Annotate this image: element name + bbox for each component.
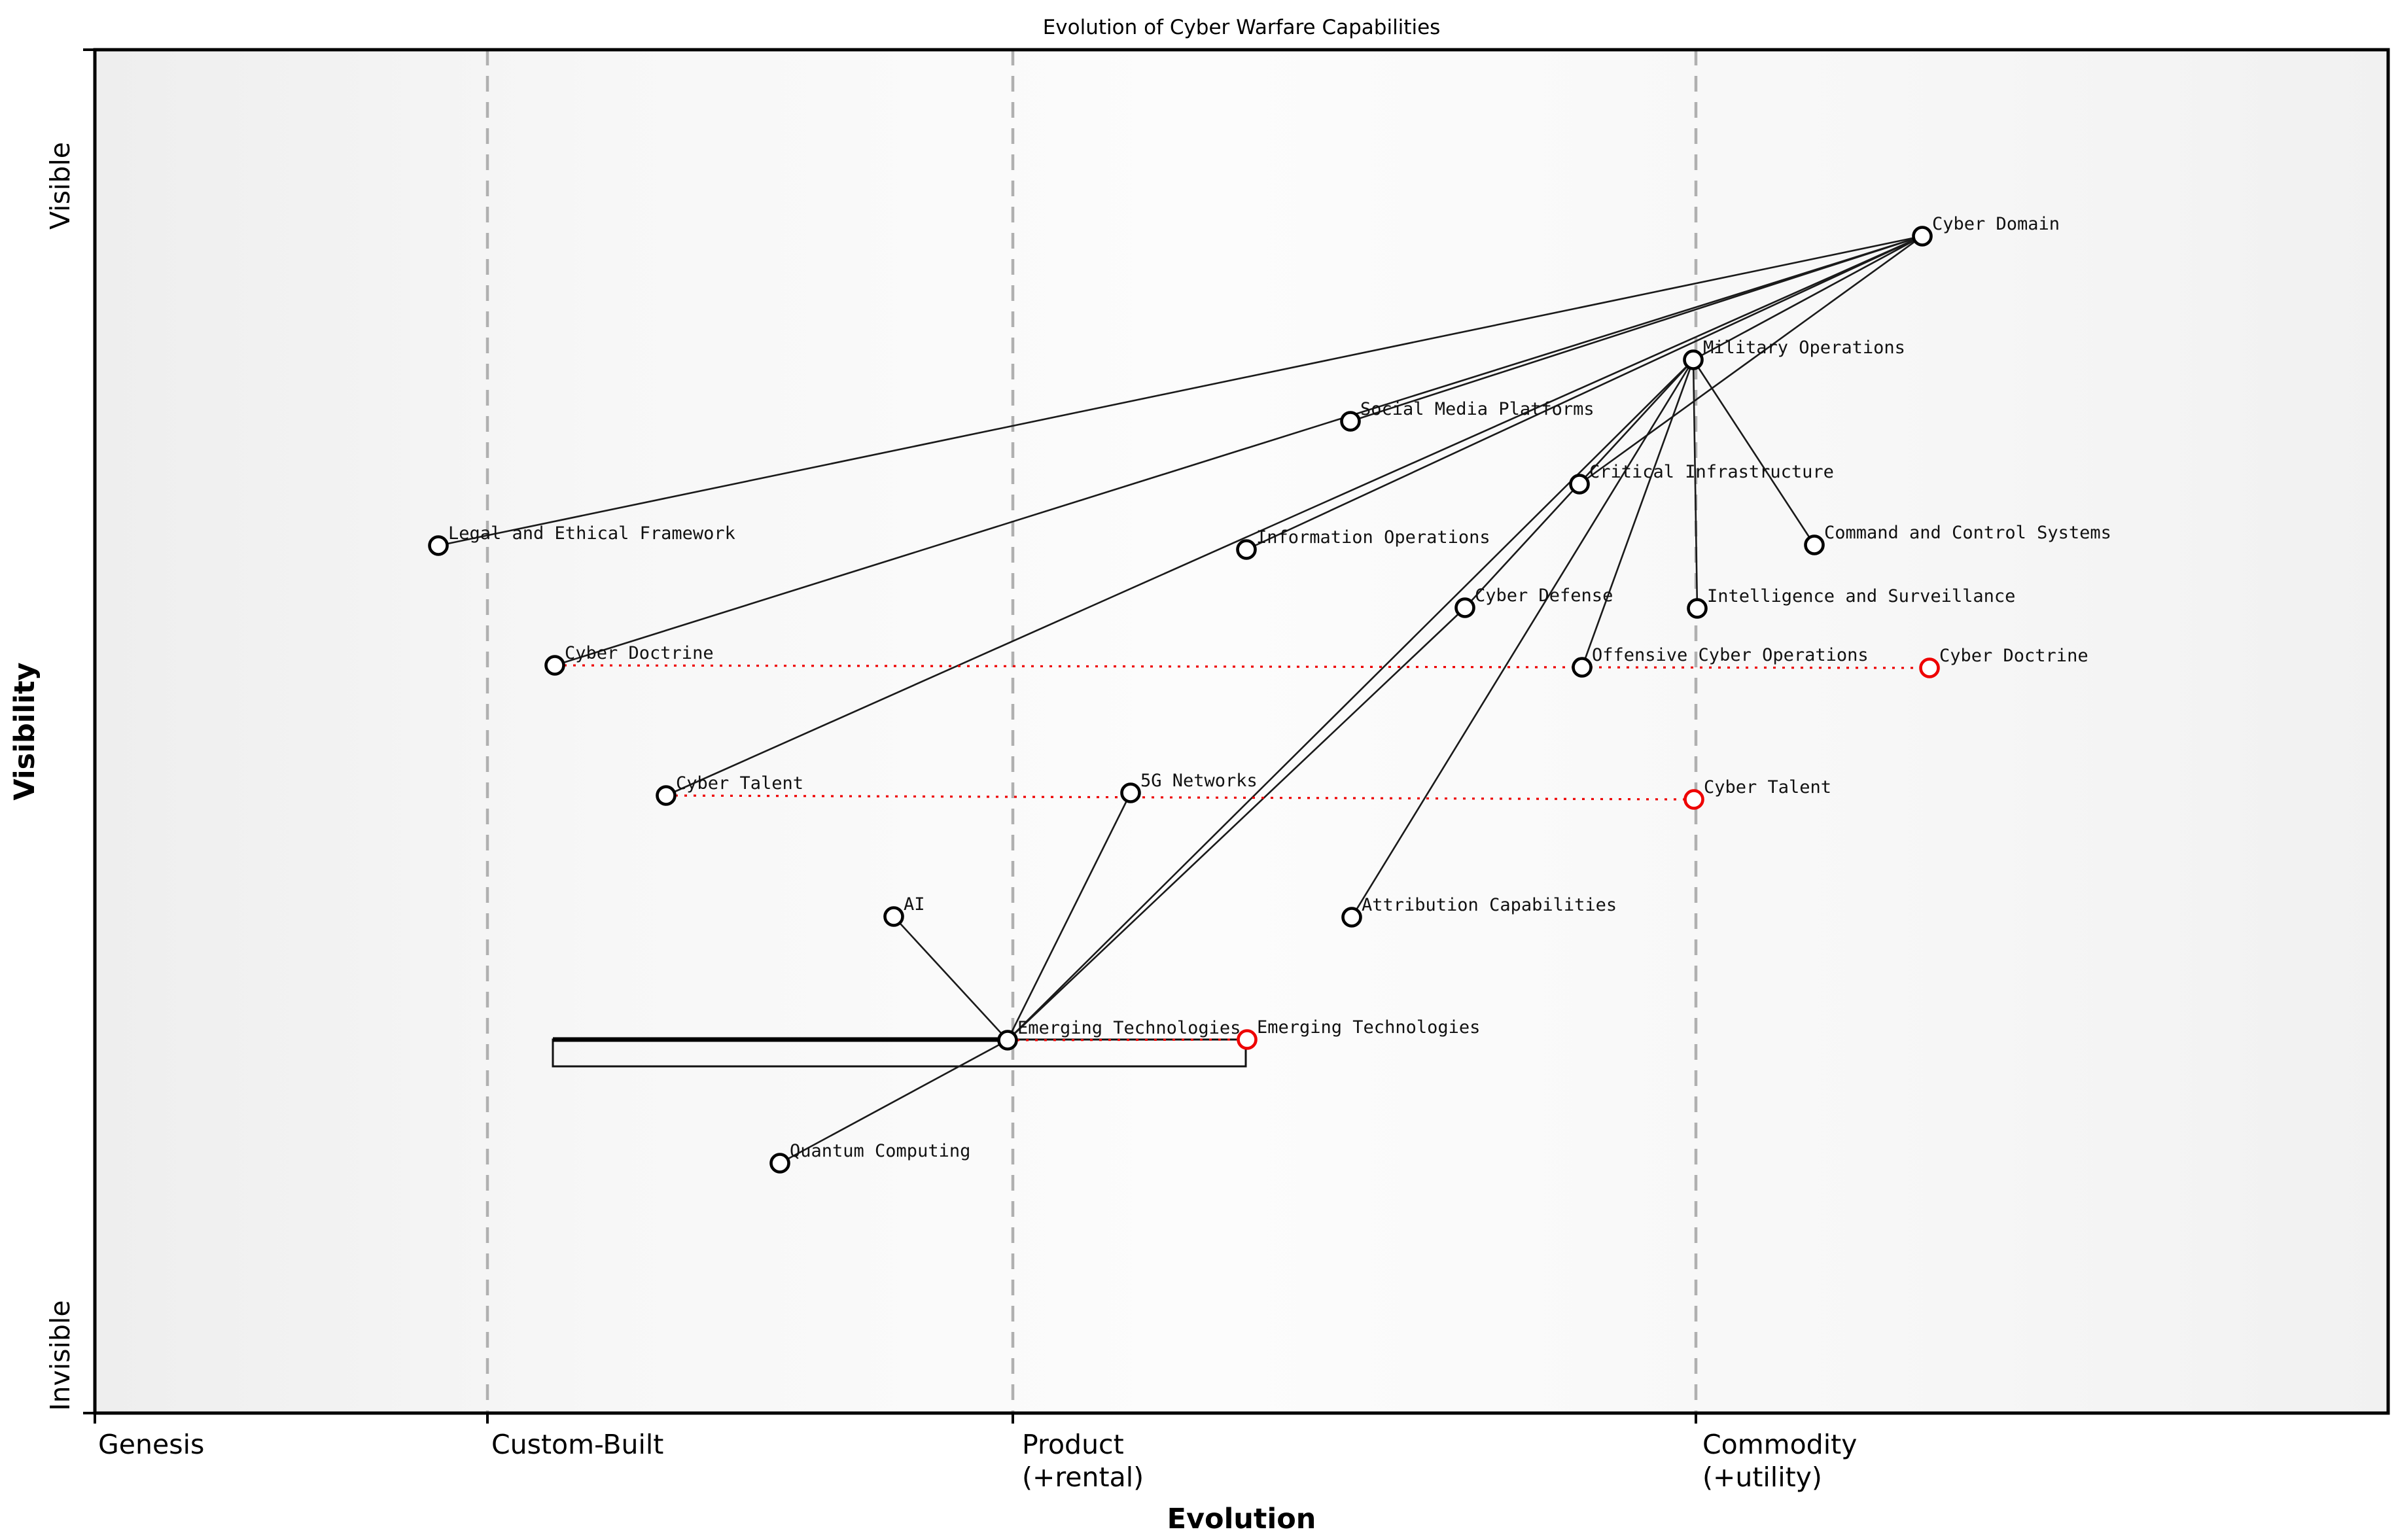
node-critical_infrastructure bbox=[1569, 474, 1590, 495]
node-label-cyber_doctrine: Cyber Doctrine bbox=[565, 643, 714, 663]
edge-cyber_domain--cyber_talent bbox=[665, 235, 1923, 797]
edge-cyber_domain--legal_ethical bbox=[438, 235, 1923, 547]
node-label-military_operations: Military Operations bbox=[1703, 338, 1905, 358]
x-stage-label-3: Product bbox=[1022, 1429, 1124, 1460]
edge-emerging_tech--ai bbox=[893, 916, 1008, 1041]
edge-military_operations--offensive_cyber bbox=[1581, 359, 1695, 668]
edge-cyber_domain--cyber_doctrine bbox=[554, 235, 1923, 667]
node-label-information_operations: Information Operations bbox=[1256, 527, 1490, 548]
edge-military_operations--emerging_tech bbox=[1007, 359, 1694, 1041]
node-legal_ethical bbox=[428, 535, 449, 556]
x-stage-sublabel-3: (+rental) bbox=[1022, 1461, 1144, 1493]
node-label-emerging_tech: Emerging Technologies bbox=[1017, 1018, 1241, 1038]
node-cyber_talent bbox=[656, 785, 677, 806]
node-label-quantum: Quantum Computing bbox=[790, 1141, 970, 1161]
node-label-cyber_doctrine_target: Cyber Doctrine bbox=[1939, 646, 2088, 666]
node-cyber_talent_target bbox=[1683, 789, 1704, 810]
node-cyber_defense bbox=[1454, 597, 1475, 618]
x-stage-label-1: Genesis bbox=[98, 1429, 204, 1460]
node-five_g bbox=[1120, 782, 1141, 803]
x-axis-title: Evolution bbox=[1167, 1503, 1316, 1535]
x-stage-label-2: Custom-Built bbox=[491, 1429, 663, 1460]
node-ai bbox=[883, 906, 904, 927]
node-label-cyber_talent_target: Cyber Talent bbox=[1704, 777, 1831, 797]
node-attribution bbox=[1341, 907, 1362, 928]
node-quantum bbox=[769, 1153, 790, 1174]
node-social_media bbox=[1340, 411, 1361, 432]
node-label-intelligence_surveillance: Intelligence and Surveillance bbox=[1707, 586, 2015, 606]
plot-background bbox=[95, 50, 2388, 1413]
node-emerging_tech_target bbox=[1237, 1029, 1258, 1050]
edge-cyber_domain--military_operations bbox=[1693, 235, 1923, 361]
node-label-legal_ethical: Legal and Ethical Framework bbox=[448, 523, 735, 544]
node-label-ai: AI bbox=[904, 894, 925, 915]
y-axis-visible-label: Visible bbox=[44, 142, 76, 230]
node-label-cyber_defense: Cyber Defense bbox=[1475, 586, 1613, 606]
x-stage-label-4: Commodity bbox=[1702, 1429, 1857, 1460]
edge-cyber_domain--critical_infrastructure bbox=[1579, 235, 1923, 485]
y-axis-title: Visibility bbox=[9, 662, 41, 800]
node-offensive_cyber bbox=[1572, 657, 1593, 678]
edge-emerging_tech--five_g bbox=[1006, 792, 1132, 1041]
node-label-attribution: Attribution Capabilities bbox=[1362, 895, 1617, 915]
node-military_operations bbox=[1683, 349, 1704, 370]
node-label-critical_infrastructure: Critical Infrastructure bbox=[1589, 462, 1834, 482]
node-label-emerging_tech_target: Emerging Technologies bbox=[1257, 1017, 1480, 1038]
edge-military_operations--intelligence_surveillance bbox=[1692, 359, 1699, 609]
edge-cyber_defense--emerging_tech bbox=[1007, 607, 1466, 1041]
edge-emerging_tech--quantum bbox=[779, 1039, 1008, 1164]
node-command_control bbox=[1804, 534, 1825, 555]
node-label-offensive_cyber: Offensive Cyber Operations bbox=[1592, 645, 1869, 665]
x-stage-sublabel-4: (+utility) bbox=[1702, 1461, 1822, 1493]
node-cyber_domain bbox=[1912, 226, 1933, 247]
node-intelligence_surveillance bbox=[1687, 598, 1708, 619]
movement-line-cyber_doctrine bbox=[554, 664, 1930, 669]
movement-line-cyber_talent bbox=[665, 794, 1695, 801]
edge-military_operations--command_control bbox=[1692, 359, 1816, 546]
node-label-command_control: Command and Control Systems bbox=[1824, 523, 2111, 543]
edge-cyber_domain--social_media bbox=[1350, 235, 1923, 423]
node-label-five_g: 5G Networks bbox=[1140, 771, 1258, 791]
node-cyber_doctrine bbox=[544, 655, 565, 676]
chart-title: Evolution of Cyber Warfare Capabilities bbox=[1043, 16, 1441, 39]
node-label-cyber_talent: Cyber Talent bbox=[676, 773, 803, 794]
node-information_operations bbox=[1236, 539, 1257, 560]
node-label-cyber_domain: Cyber Domain bbox=[1932, 214, 2060, 234]
node-label-social_media: Social Media Platforms bbox=[1360, 399, 1594, 419]
node-emerging_tech bbox=[997, 1030, 1018, 1051]
y-axis-invisible-label: Invisible bbox=[44, 1300, 76, 1410]
plot-border bbox=[93, 48, 2390, 1415]
edge-cyber_domain--information_operations bbox=[1246, 235, 1923, 551]
edge-military_operations--attribution bbox=[1350, 359, 1695, 918]
node-cyber_doctrine_target bbox=[1919, 657, 1940, 678]
